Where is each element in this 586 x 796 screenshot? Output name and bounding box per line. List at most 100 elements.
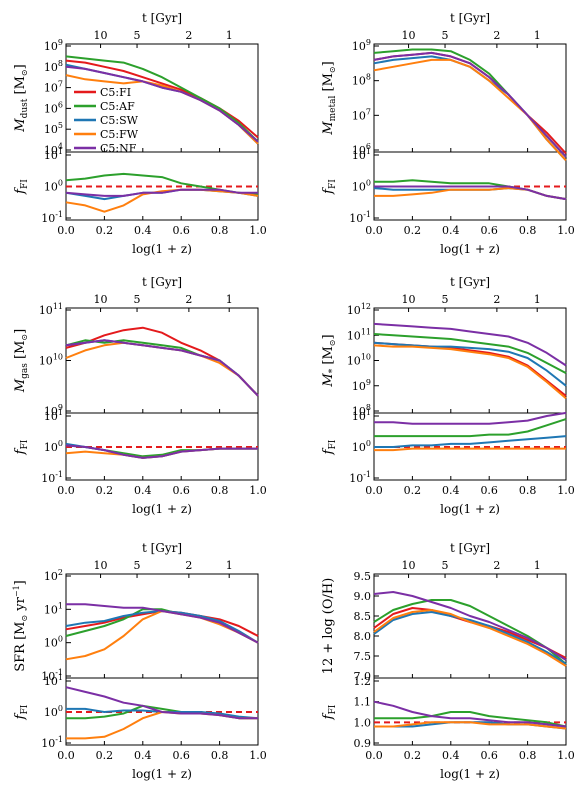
y-tick-label: 100 [44, 635, 63, 650]
y-tick-label: 10-1 [41, 735, 63, 750]
series-line-c5-nf [65, 65, 259, 143]
top-axis-label: t [Gyr] [450, 11, 490, 25]
x-tick-label: 0.0 [57, 749, 75, 762]
ratio-axis-label: fFI [13, 179, 30, 195]
y-tick-label: 7.5 [354, 650, 372, 663]
top-tick-label: 10 [94, 559, 108, 572]
top-axis-label: t [Gyr] [450, 275, 490, 289]
x-tick-label: 1.0 [249, 224, 267, 237]
y-tick-label: 10-1 [41, 470, 63, 485]
top-tick-label: 2 [493, 293, 500, 306]
ratio-axis-label: fFI [13, 439, 30, 455]
legend-label: C5:AF [100, 100, 135, 113]
top-tick-label: 2 [185, 293, 192, 306]
x-tick-label: 0.2 [404, 484, 422, 497]
x-tick-label: 0.0 [57, 484, 75, 497]
top-tick-label: 1 [226, 293, 233, 306]
series-line-c5-sw [373, 55, 567, 162]
y-tick-label: 107 [352, 107, 371, 122]
series-line-c5-fi [65, 59, 259, 139]
ratio-line-c5-nf [374, 411, 567, 425]
x-tick-label: 0.4 [134, 484, 152, 497]
y-tick-label: 109 [44, 38, 63, 53]
y-tick-label: 10-1 [41, 668, 63, 683]
y-tick-label: 108 [352, 403, 371, 418]
y-tick-label: 101 [44, 408, 63, 423]
series-line-c5-fi [65, 610, 259, 637]
panel-gas: 10 5 2 1 t [Gyr] 0.0 0.2 0.4 0.6 0.8 1.0 log(1 + z)… [13, 275, 267, 516]
ratio-line-c5-nf [374, 185, 567, 201]
x-tick-label: 0.0 [57, 224, 75, 237]
series-line-c5-fw [373, 609, 567, 667]
y-tick-label: 106 [352, 142, 371, 157]
top-tick-label: 5 [442, 29, 449, 42]
x-tick-label: 1.0 [557, 484, 575, 497]
y-tick-label: 10-1 [349, 470, 371, 485]
top-tick-label: 5 [442, 293, 449, 306]
panel-frame [373, 573, 567, 746]
y-tick-label: 7.0 [354, 670, 372, 683]
y-tick-label: 109 [44, 403, 63, 418]
y-tick-label: 8.5 [354, 610, 372, 623]
y-tick-label: 1010 [39, 353, 63, 368]
y-axis-label: SFR [M⊙ yr−1] [12, 580, 29, 672]
series-line-c5-af [65, 55, 259, 143]
y-tick-label: 107 [44, 80, 63, 95]
top-axis-label: t [Gyr] [142, 11, 182, 25]
ratio-line-c5-nf [65, 188, 258, 197]
y-tick-label: 1012 [347, 302, 371, 317]
y-axis-label: Mmetal [M⊙] [321, 61, 338, 135]
legend-label: C5:FW [100, 128, 139, 141]
x-tick-label: 0.0 [365, 224, 383, 237]
series-line-c5-fw [65, 610, 259, 661]
ratio-line-c5-nf [65, 444, 258, 459]
x-axis-label: log(1 + z) [440, 767, 500, 781]
panel-frame [373, 43, 567, 221]
y-tick-label: 9.0 [354, 590, 372, 603]
x-tick-label: 0.4 [134, 224, 152, 237]
series-line-c5-nf [66, 603, 259, 644]
x-tick-label: 0.6 [172, 484, 190, 497]
legend-label: C5:SW [100, 114, 139, 127]
ratio-tick-label: 1.1 [354, 696, 372, 709]
panel-frame [65, 307, 259, 481]
series-line-c5-fw [373, 344, 567, 400]
y-tick-label: 100 [44, 179, 63, 194]
x-tick-label: 0.4 [134, 749, 152, 762]
x-axis-label: log(1 + z) [132, 242, 192, 256]
series-line-c5-sw [373, 611, 567, 665]
y-tick-label: 1011 [347, 327, 371, 342]
top-tick-label: 5 [134, 293, 141, 306]
x-axis-label: log(1 + z) [440, 242, 500, 256]
y-tick-label: 108 [44, 59, 63, 74]
y-tick-label: 104 [44, 142, 63, 157]
top-tick-label: 1 [534, 559, 541, 572]
y-tick-label: 109 [352, 38, 371, 53]
top-tick-label: 10 [402, 293, 416, 306]
x-tick-label: 1.0 [557, 224, 575, 237]
panel-frame [65, 573, 259, 746]
y-tick-label: 10-1 [349, 210, 371, 225]
y-axis-label: Mgas [M⊙] [13, 329, 30, 393]
top-tick-label: 10 [94, 29, 108, 42]
ratio-tick-label: 1.2 [354, 675, 372, 688]
x-tick-label: 0.8 [211, 484, 229, 497]
top-tick-label: 2 [185, 559, 192, 572]
ratio-tick-label: 1.0 [354, 716, 372, 729]
panel-frame [65, 43, 259, 221]
top-tick-label: 10 [402, 559, 416, 572]
panel-sfr: 10 5 2 1 t [Gyr] 0.0 0.2 0.4 0.6 0.8 1.0 log(1 + z)… [12, 541, 267, 781]
y-tick-label: 1011 [39, 302, 63, 317]
panel-stars: 10 5 2 1 t [Gyr] 0.0 0.2 0.4 0.6 0.8 1.0 log(1 + z)… [321, 275, 575, 516]
x-tick-label: 0.2 [404, 224, 422, 237]
x-tick-label: 0.6 [480, 484, 498, 497]
top-tick-label: 1 [534, 29, 541, 42]
x-tick-label: 0.4 [442, 749, 460, 762]
top-tick-label: 1 [534, 293, 541, 306]
top-tick-label: 1 [226, 29, 233, 42]
x-tick-label: 1.0 [249, 484, 267, 497]
panel-metal: 10 5 2 1 t [Gyr] 0.0 0.2 0.4 0.6 0.8 1.0 log(1 + z)… [321, 11, 575, 256]
x-tick-label: 0.6 [172, 749, 190, 762]
legend-label: C5:NF [100, 142, 137, 155]
ratio-axis-label: fFI [321, 704, 338, 720]
